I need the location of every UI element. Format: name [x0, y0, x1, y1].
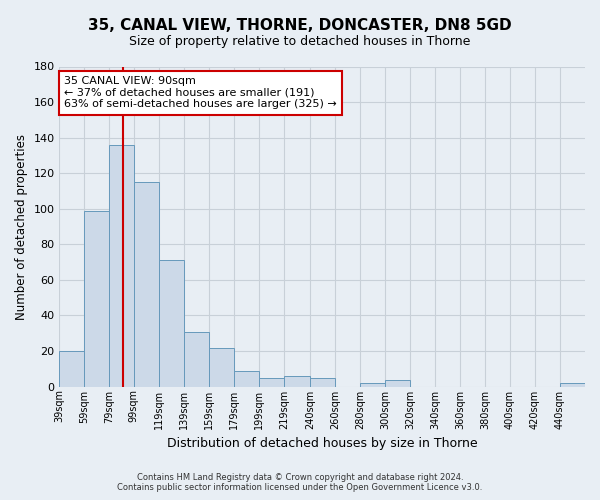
Y-axis label: Number of detached properties: Number of detached properties	[15, 134, 28, 320]
Bar	[234, 370, 259, 386]
Bar	[385, 380, 410, 386]
Text: 35, CANAL VIEW, THORNE, DONCASTER, DN8 5GD: 35, CANAL VIEW, THORNE, DONCASTER, DN8 5…	[88, 18, 512, 32]
Bar	[134, 182, 159, 386]
Bar	[360, 383, 385, 386]
Bar	[109, 145, 134, 386]
X-axis label: Distribution of detached houses by size in Thorne: Distribution of detached houses by size …	[167, 437, 477, 450]
Bar	[310, 378, 335, 386]
Text: 35 CANAL VIEW: 90sqm
← 37% of detached houses are smaller (191)
63% of semi-deta: 35 CANAL VIEW: 90sqm ← 37% of detached h…	[64, 76, 337, 110]
Bar	[184, 332, 209, 386]
Bar	[59, 351, 84, 386]
Bar	[284, 376, 310, 386]
Bar	[209, 348, 234, 387]
Bar	[560, 383, 585, 386]
Bar	[84, 210, 109, 386]
Text: Size of property relative to detached houses in Thorne: Size of property relative to detached ho…	[130, 35, 470, 48]
Bar	[259, 378, 284, 386]
Text: Contains HM Land Registry data © Crown copyright and database right 2024.
Contai: Contains HM Land Registry data © Crown c…	[118, 473, 482, 492]
Bar	[159, 260, 184, 386]
